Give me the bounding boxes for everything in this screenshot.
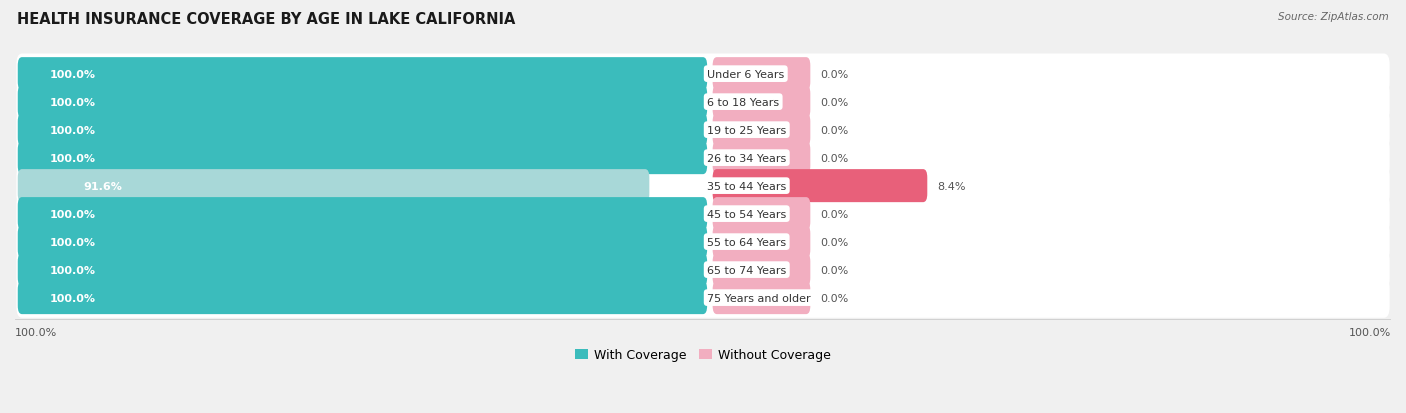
FancyBboxPatch shape [17, 110, 1389, 150]
Text: 100.0%: 100.0% [49, 209, 96, 219]
FancyBboxPatch shape [18, 281, 707, 314]
FancyBboxPatch shape [18, 86, 707, 119]
Text: 100.0%: 100.0% [15, 327, 58, 337]
FancyBboxPatch shape [18, 58, 707, 91]
Text: 0.0%: 0.0% [820, 237, 848, 247]
FancyBboxPatch shape [18, 225, 707, 259]
FancyBboxPatch shape [713, 281, 810, 314]
Text: 100.0%: 100.0% [49, 265, 96, 275]
FancyBboxPatch shape [713, 86, 810, 119]
FancyBboxPatch shape [17, 138, 1389, 178]
Text: 100.0%: 100.0% [49, 69, 96, 79]
Text: 35 to 44 Years: 35 to 44 Years [707, 181, 786, 191]
FancyBboxPatch shape [17, 166, 1389, 206]
FancyBboxPatch shape [17, 194, 1389, 234]
FancyBboxPatch shape [17, 222, 1389, 262]
FancyBboxPatch shape [713, 198, 810, 230]
Text: 0.0%: 0.0% [820, 153, 848, 163]
Text: 6 to 18 Years: 6 to 18 Years [707, 97, 779, 107]
FancyBboxPatch shape [18, 254, 707, 287]
Text: 55 to 64 Years: 55 to 64 Years [707, 237, 786, 247]
Text: 100.0%: 100.0% [49, 293, 96, 303]
Text: 26 to 34 Years: 26 to 34 Years [707, 153, 786, 163]
Text: 100.0%: 100.0% [49, 125, 96, 135]
Text: 8.4%: 8.4% [936, 181, 966, 191]
Text: Under 6 Years: Under 6 Years [707, 69, 785, 79]
FancyBboxPatch shape [17, 278, 1389, 318]
Text: 19 to 25 Years: 19 to 25 Years [707, 125, 786, 135]
FancyBboxPatch shape [713, 170, 928, 203]
FancyBboxPatch shape [17, 55, 1389, 95]
FancyBboxPatch shape [713, 58, 810, 91]
Legend: With Coverage, Without Coverage: With Coverage, Without Coverage [571, 344, 835, 367]
FancyBboxPatch shape [18, 142, 707, 175]
FancyBboxPatch shape [17, 250, 1389, 290]
FancyBboxPatch shape [18, 198, 707, 230]
Text: 75 Years and older: 75 Years and older [707, 293, 811, 303]
Text: Source: ZipAtlas.com: Source: ZipAtlas.com [1278, 12, 1389, 22]
Text: 0.0%: 0.0% [820, 69, 848, 79]
Text: 65 to 74 Years: 65 to 74 Years [707, 265, 786, 275]
Text: 0.0%: 0.0% [820, 97, 848, 107]
FancyBboxPatch shape [713, 114, 810, 147]
Text: 45 to 54 Years: 45 to 54 Years [707, 209, 786, 219]
FancyBboxPatch shape [17, 82, 1389, 123]
FancyBboxPatch shape [713, 225, 810, 259]
Text: 0.0%: 0.0% [820, 209, 848, 219]
FancyBboxPatch shape [713, 142, 810, 175]
Text: 0.0%: 0.0% [820, 293, 848, 303]
Text: 100.0%: 100.0% [1348, 327, 1391, 337]
Text: 0.0%: 0.0% [820, 125, 848, 135]
Text: 0.0%: 0.0% [820, 265, 848, 275]
FancyBboxPatch shape [713, 254, 810, 287]
Text: 91.6%: 91.6% [84, 181, 122, 191]
Text: 100.0%: 100.0% [49, 237, 96, 247]
Text: 100.0%: 100.0% [49, 153, 96, 163]
FancyBboxPatch shape [18, 114, 707, 147]
Text: HEALTH INSURANCE COVERAGE BY AGE IN LAKE CALIFORNIA: HEALTH INSURANCE COVERAGE BY AGE IN LAKE… [17, 12, 515, 27]
FancyBboxPatch shape [18, 170, 650, 203]
Text: 100.0%: 100.0% [49, 97, 96, 107]
